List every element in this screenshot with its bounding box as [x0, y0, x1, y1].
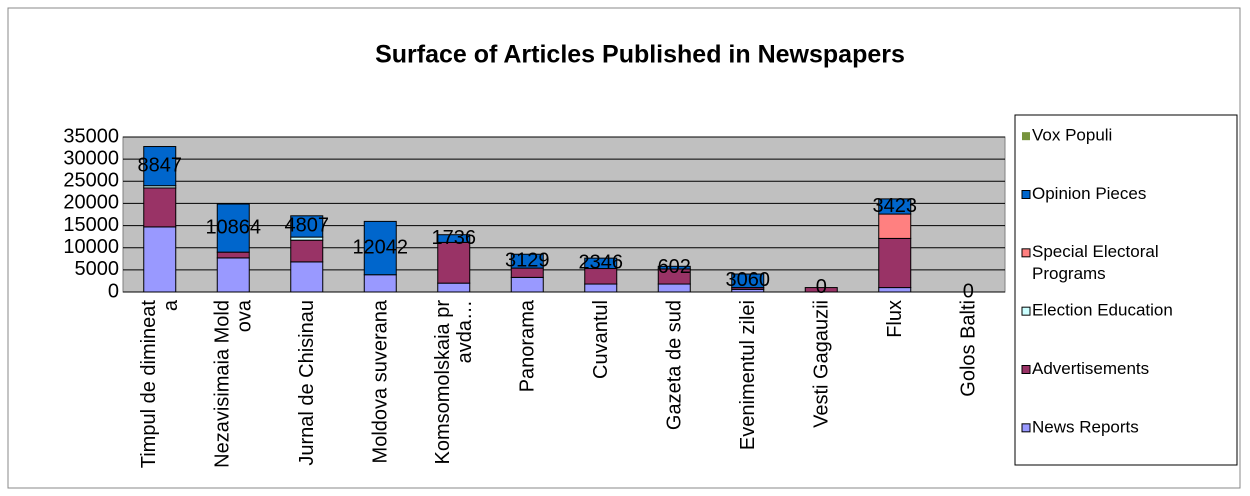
- x-tick-label: Nezavisimaia Moldova: [211, 300, 256, 468]
- bar-segment: [363, 274, 397, 293]
- bar-segment: [216, 203, 250, 253]
- x-tick-label: Komsomolskaia pravda…: [431, 300, 476, 465]
- data-label: 0: [963, 280, 974, 302]
- data-label: 4807: [285, 215, 330, 237]
- bar-segment: [143, 226, 177, 293]
- data-label: 2346: [579, 252, 624, 274]
- legend-label: Vox Populi: [1032, 126, 1112, 145]
- bar-segment: [878, 198, 912, 215]
- legend-swatch: [1021, 423, 1031, 433]
- y-tick-label: 30000: [63, 147, 119, 169]
- legend-label: Opinion Pieces: [1032, 184, 1146, 203]
- bar-segment: [731, 273, 765, 289]
- y-tick-label: 20000: [63, 192, 119, 214]
- data-label: 3423: [873, 195, 918, 217]
- data-label: 602: [658, 256, 691, 278]
- bar-segment: [878, 237, 912, 289]
- bar-segment: [878, 287, 912, 293]
- bar-segment: [437, 234, 471, 243]
- bar-segment: [290, 239, 324, 263]
- data-label: 10864: [205, 216, 261, 238]
- x-tick-label: Moldova suverana: [369, 300, 392, 464]
- bar-segment: [437, 241, 471, 284]
- y-tick-label: 5000: [75, 258, 120, 280]
- bar-segment: [143, 146, 177, 187]
- legend-swatch: [1021, 190, 1031, 199]
- legend-swatch: [1022, 132, 1030, 141]
- legend-swatch: [1021, 306, 1031, 316]
- plot-area: [122, 136, 1006, 293]
- x-tick-label: Flux: [883, 300, 906, 338]
- bar-segment: [804, 287, 838, 293]
- x-tick-label: Panorama: [516, 300, 539, 393]
- legend-label: Election Education: [1032, 301, 1173, 320]
- y-tick-label: 0: [108, 280, 119, 302]
- legend-label: Special Electoral Programs: [1032, 242, 1159, 283]
- bar-segment: [510, 276, 544, 293]
- y-tick-label: 25000: [63, 170, 119, 192]
- legend-label: News Reports: [1032, 417, 1139, 436]
- chart-title: Surface of Articles Published in Newspap…: [375, 41, 905, 69]
- data-label: 8847: [138, 154, 183, 176]
- bar-segment: [657, 265, 691, 270]
- y-tick-label: 35000: [63, 125, 119, 147]
- x-tick-label: Jurnal de Chisinau: [295, 300, 318, 466]
- x-tick-label: Vesti Gagauzii: [810, 300, 833, 428]
- data-label: 12042: [352, 236, 408, 258]
- x-tick-label: Cuvantul: [589, 300, 612, 379]
- bar-segment: [878, 213, 912, 239]
- data-label: 0: [816, 276, 827, 298]
- bar-segment: [216, 251, 250, 259]
- bar-segment: [363, 220, 397, 276]
- x-tick-label: Timpul de dimineata: [137, 300, 182, 469]
- data-label: 1736: [432, 227, 477, 249]
- data-label: 3129: [505, 249, 550, 271]
- bar-segment: [657, 283, 691, 293]
- x-tick-label: Golos Balti: [957, 300, 980, 397]
- bar-segment: [290, 261, 324, 293]
- bar-segment: [216, 257, 250, 293]
- bar-segment: [290, 215, 324, 238]
- y-tick-label: 10000: [63, 236, 119, 258]
- bar-segment: [510, 253, 544, 269]
- legend-label: Advertisements: [1032, 359, 1149, 378]
- legend-swatch: [1021, 365, 1031, 374]
- bar-segment: [584, 283, 618, 293]
- data-label: 3060: [726, 269, 771, 291]
- legend-swatch: [1021, 248, 1031, 258]
- bar-segment: [437, 282, 471, 293]
- legend-box: [1014, 114, 1238, 466]
- y-tick-label: 15000: [63, 214, 119, 236]
- bar-segment: [584, 257, 618, 270]
- x-tick-label: Evenimentul zilei: [736, 300, 759, 451]
- x-tick-label: Gazeta de sud: [663, 300, 686, 431]
- bar-segment: [143, 187, 177, 228]
